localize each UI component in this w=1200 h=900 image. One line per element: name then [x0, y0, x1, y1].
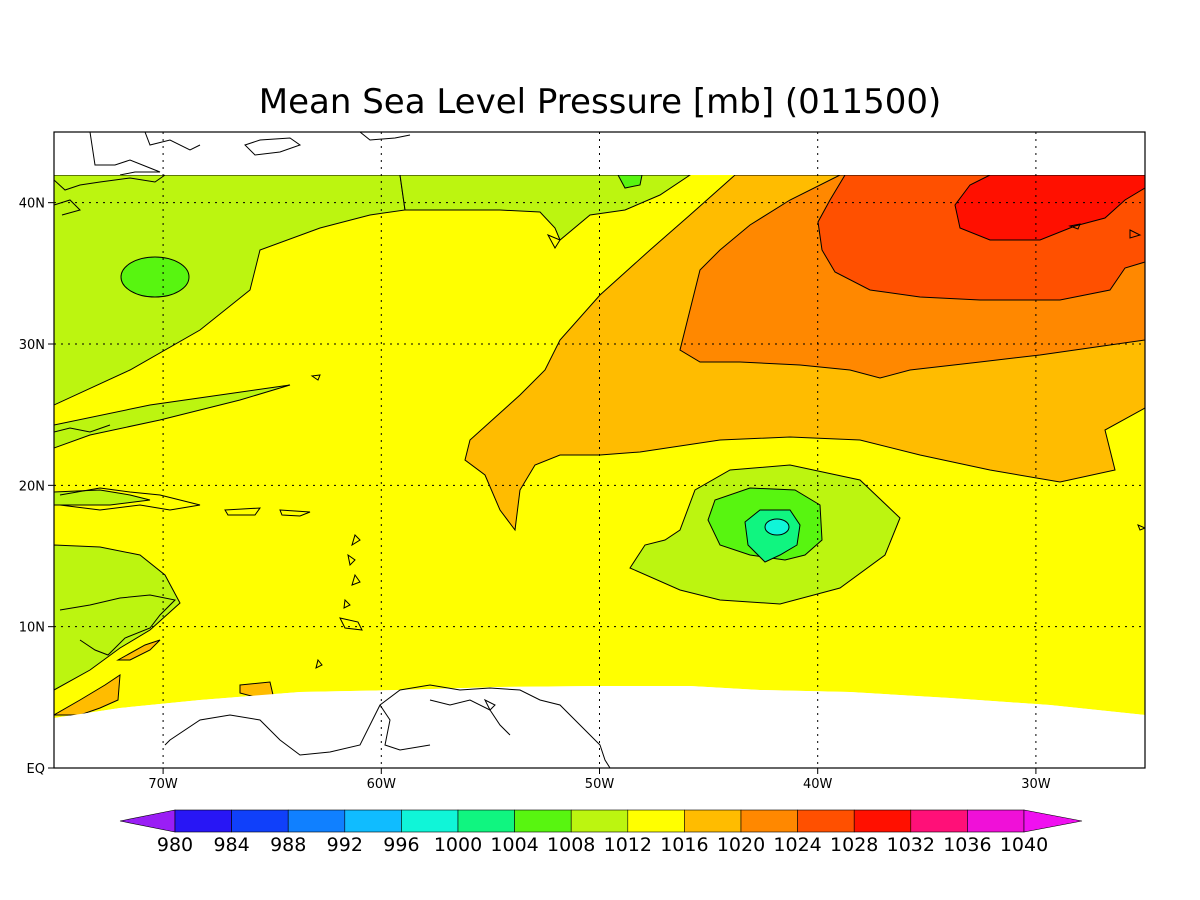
- colorbar-label: 1004: [490, 834, 538, 856]
- colorbar-label: 984: [213, 834, 249, 856]
- y-tick-label: 30N: [19, 338, 45, 353]
- y-tick-label: EQ: [27, 762, 45, 777]
- x-tick-label: 70W: [148, 777, 178, 792]
- colorbar-arrow-high: [1023, 809, 1083, 833]
- coastlines-north: [89, 132, 411, 176]
- colorbar: 980 984 988 992 996 1000 1004 1008 1012 1016 1020 1…: [119, 809, 1083, 856]
- colorbar-label: 1000: [434, 834, 482, 856]
- x-axis: 70W 60W 50W 40W 30W: [148, 768, 1051, 792]
- colorbar-segment: [344, 809, 402, 833]
- colorbar-segment: [910, 809, 968, 833]
- colorbar-label: 1008: [547, 834, 595, 856]
- colorbar-segment: [514, 809, 572, 833]
- colorbar-label: 988: [270, 834, 306, 856]
- colorbar-segment: [287, 809, 346, 833]
- colorbar-label: 1012: [604, 834, 652, 856]
- band-1028-1032: [954, 174, 1145, 241]
- colorbar-label: 996: [383, 834, 419, 856]
- colorbar-label: 980: [157, 834, 193, 856]
- colorbar-label: 1024: [773, 834, 821, 856]
- colorbar-segment: [967, 809, 1025, 833]
- band-1008-1012-tongue: [54, 384, 291, 449]
- y-tick-label: 20N: [19, 479, 45, 494]
- colorbar-segment: [457, 809, 515, 833]
- band-996-1000-storm-center: [764, 518, 790, 536]
- colorbar-segment: [570, 809, 629, 833]
- x-tick-label: 40W: [803, 777, 833, 792]
- chart-title: Mean Sea Level Pressure [mb] (011500): [259, 82, 942, 122]
- y-tick-label: 10N: [19, 621, 45, 636]
- colorbar-segment: [231, 809, 289, 833]
- colorbar-segment: [797, 809, 855, 833]
- band-1008-1012-west-upper: [54, 489, 151, 506]
- colorbar-segment: [174, 809, 232, 833]
- band-1008-1012-north: [399, 174, 692, 241]
- x-tick-label: 30W: [1021, 777, 1051, 792]
- colorbar-segment: [627, 809, 685, 833]
- colorbar-segment: [853, 809, 912, 833]
- y-axis: EQ 10N 20N 30N 40N: [19, 197, 54, 777]
- pressure-field: [54, 132, 1145, 768]
- lat-lon-grid: [54, 132, 1145, 768]
- colorbar-label: 1028: [830, 834, 878, 856]
- coastlines: [54, 174, 1145, 768]
- colorbar-label: 1020: [717, 834, 765, 856]
- colorbar-label: 992: [327, 834, 363, 856]
- y-tick-label: 40N: [19, 197, 45, 212]
- band-1004-1008-small-low: [120, 256, 190, 298]
- colorbar-label: 1036: [943, 834, 991, 856]
- band-1016-1020-patch: [116, 639, 161, 661]
- x-tick-label: 50W: [585, 777, 615, 792]
- colorbar-label: 1032: [887, 834, 935, 856]
- colorbar-label: 1016: [660, 834, 708, 856]
- colorbar-segment: [684, 809, 742, 833]
- colorbar-arrow-low: [119, 809, 176, 833]
- colorbar-segment: [740, 809, 798, 833]
- colorbar-label: 1040: [1000, 834, 1048, 856]
- band-1008-1012-west: [54, 544, 181, 691]
- colorbar-segment: [401, 809, 459, 833]
- x-tick-label: 60W: [367, 777, 397, 792]
